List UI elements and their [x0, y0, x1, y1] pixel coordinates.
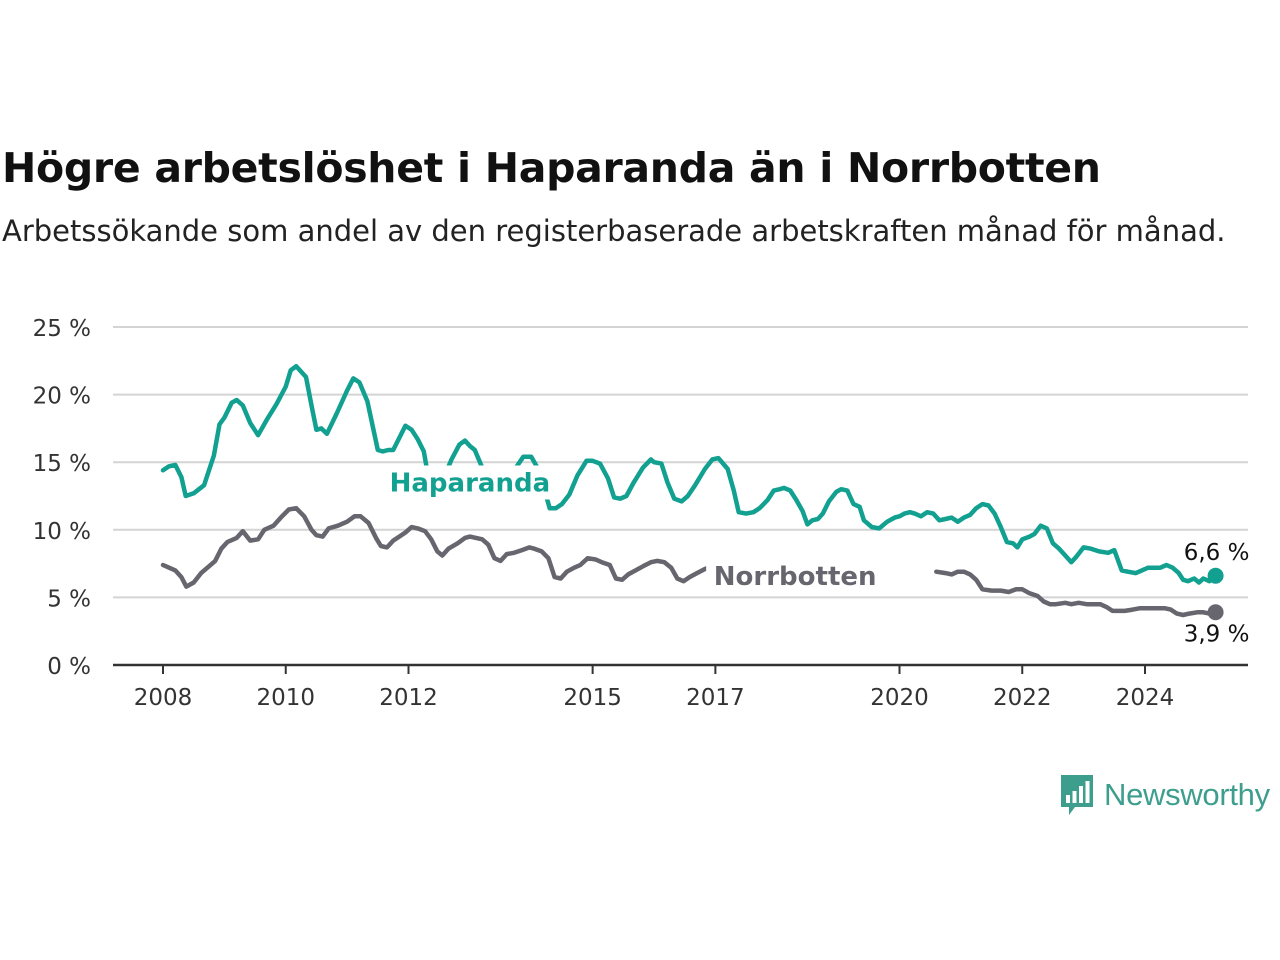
- newsworthy-wordmark: Newsworthy: [1104, 777, 1270, 812]
- x-tick-label: 2012: [379, 685, 438, 711]
- end-point-haparanda: [1207, 567, 1224, 584]
- x-axis: 2008 2010 2012 2015 2017 2020 2022 2024: [113, 663, 1248, 711]
- y-tick-label: 20 %: [33, 384, 91, 410]
- annotation-backdrop: [385, 465, 554, 500]
- end-value-label-haparanda: 6,6 %: [1184, 540, 1250, 566]
- newsworthy-chart-bubble-icon: [1061, 775, 1093, 815]
- x-tick-label: 2024: [1116, 685, 1175, 711]
- series-line-norrbotten: [934, 569, 1218, 618]
- series-labels: 6,6 % 3,9 % Haparanda Norrbotten: [385, 465, 1250, 647]
- x-tick-label: 2010: [256, 685, 315, 711]
- series-label-haparanda: Haparanda: [390, 468, 551, 498]
- x-tick-label: 2020: [870, 685, 929, 711]
- x-tick-label: 2015: [563, 685, 622, 711]
- grid-lines: [113, 326, 1248, 599]
- x-tick-label: 2008: [134, 685, 193, 711]
- series-label-norrbotten: Norrbotten: [714, 562, 877, 592]
- chart-subtitle: Arbetssökande som andel av den registerb…: [2, 214, 1226, 248]
- series-line-haparanda: [160, 363, 1218, 585]
- y-tick-label: 10 %: [33, 519, 91, 545]
- series-line-norrbotten: [160, 505, 759, 589]
- annotation-backdrop: [706, 557, 885, 594]
- y-tick-label: 5 %: [47, 586, 91, 612]
- y-tick-label: 25 %: [33, 316, 91, 342]
- newsworthy-logo: Newsworthy: [1058, 772, 1270, 818]
- end-point-norrbotten: [1207, 604, 1224, 621]
- y-tick-label: 0 %: [47, 654, 91, 680]
- y-axis: 0 % 5 % 10 % 15 % 20 % 25 %: [33, 316, 91, 680]
- chart-title: Högre arbetslöshet i Haparanda än i Norr…: [2, 144, 1101, 192]
- x-tick-label: 2022: [993, 685, 1052, 711]
- y-tick-label: 15 %: [33, 451, 91, 477]
- series-lines: [160, 363, 1224, 621]
- x-tick-label: 2017: [686, 685, 745, 711]
- end-value-label-norrbotten: 3,9 %: [1184, 621, 1250, 647]
